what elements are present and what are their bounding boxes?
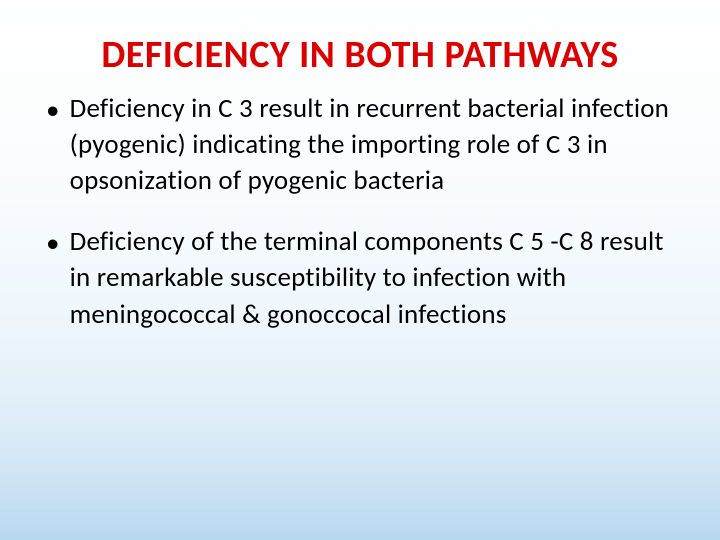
bullet-dot-icon: • (46, 226, 60, 262)
bullet-dot-icon: • (46, 93, 60, 129)
bullet-text: Deficiency of the terminal components C … (70, 224, 674, 333)
slide-title: DEFICIENCY IN BOTH PATHWAYS (0, 0, 720, 77)
bullet-text: Deficiency in C 3 result in recurrent ba… (70, 91, 674, 200)
slide-body: • Deficiency in C 3 result in recurrent … (0, 77, 720, 334)
bullet-item: • Deficiency of the terminal components … (46, 224, 674, 333)
bullet-item: • Deficiency in C 3 result in recurrent … (46, 91, 674, 200)
